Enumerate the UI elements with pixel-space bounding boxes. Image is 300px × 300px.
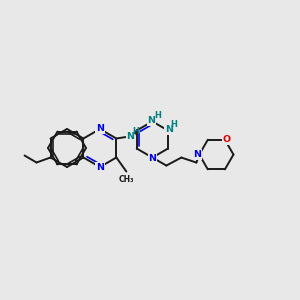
- Text: H: H: [154, 111, 161, 120]
- Text: N: N: [148, 154, 156, 163]
- Text: N: N: [126, 132, 134, 141]
- Text: O: O: [223, 135, 231, 144]
- Text: CH₃: CH₃: [118, 175, 134, 184]
- Text: H: H: [171, 120, 177, 129]
- Text: N: N: [165, 125, 173, 134]
- Text: N: N: [147, 116, 155, 125]
- Text: N: N: [96, 163, 104, 172]
- Text: N: N: [96, 124, 104, 133]
- Text: H: H: [132, 127, 139, 136]
- Text: N: N: [193, 150, 201, 159]
